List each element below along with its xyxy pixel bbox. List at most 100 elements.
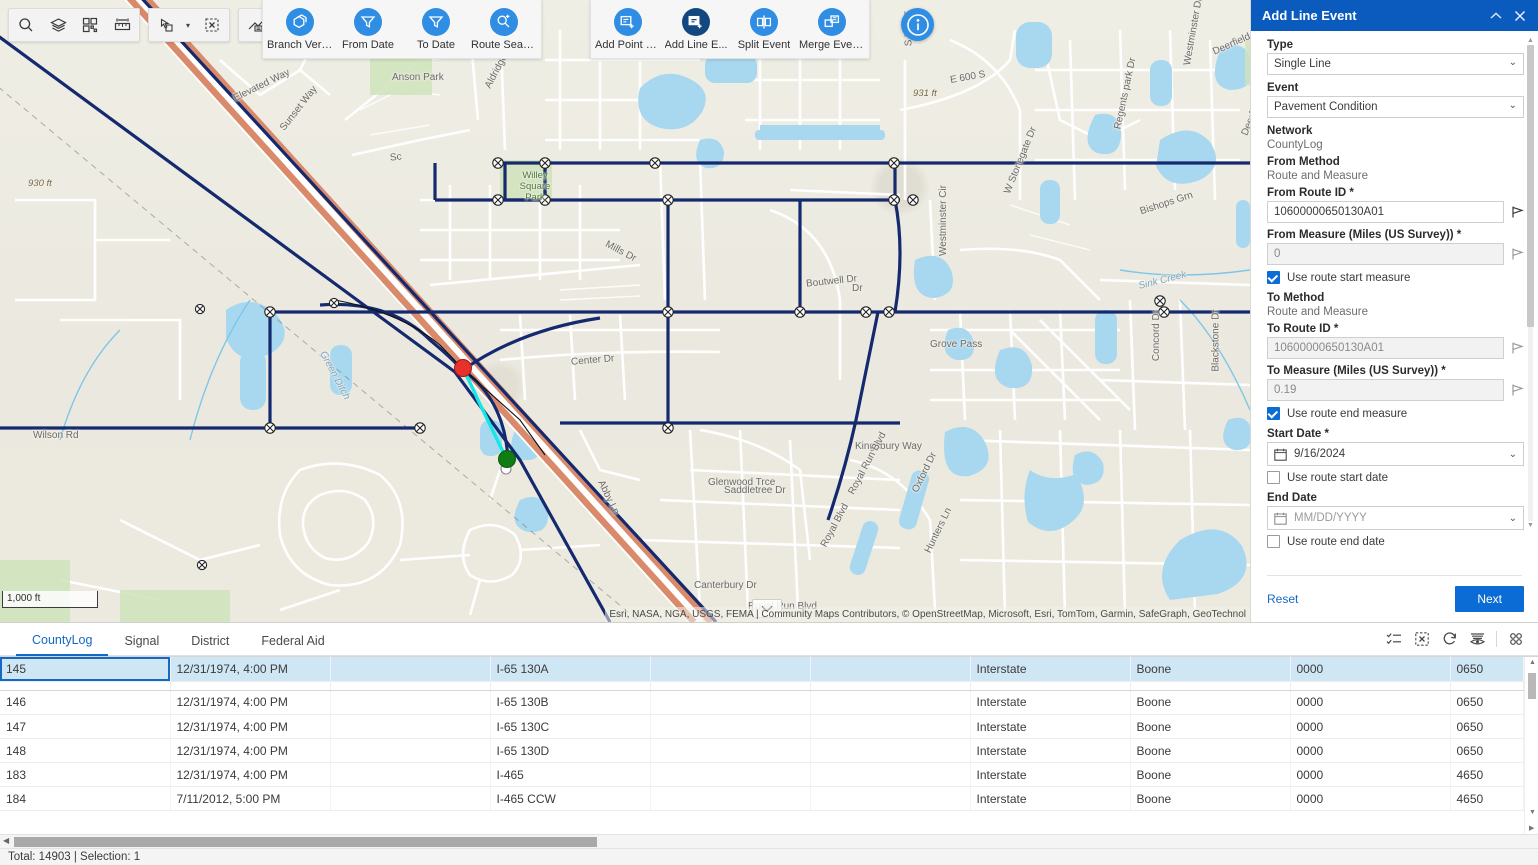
table-cell[interactable]: Interstate xyxy=(970,786,1131,811)
reset-button[interactable]: Reset xyxy=(1267,592,1299,606)
ribbon-item-to-date[interactable]: To Date xyxy=(403,6,469,54)
table-cell[interactable]: Boone xyxy=(1130,762,1291,787)
ribbon-item-from-date[interactable]: From Date xyxy=(335,6,401,54)
to-measure-input[interactable] xyxy=(1267,379,1504,401)
table-row[interactable]: 147 12/31/1974, 4:00 PM I-65 130C Interstat… xyxy=(0,714,1524,739)
table-cell[interactable] xyxy=(650,786,811,811)
event-select[interactable] xyxy=(1267,96,1524,118)
table-cell[interactable]: 148 xyxy=(0,738,171,763)
table-cell[interactable]: I-65 130D xyxy=(490,738,651,763)
table-cell[interactable]: 184 xyxy=(0,786,171,811)
table-cell[interactable] xyxy=(650,690,811,715)
table-cell[interactable]: Boone xyxy=(1130,714,1291,739)
table-cell[interactable] xyxy=(330,786,491,811)
start-date-row[interactable]: 9/16/2024 ⌄ xyxy=(1267,442,1524,466)
from-route-id-row[interactable] xyxy=(1267,201,1524,223)
table-cell[interactable] xyxy=(330,690,491,715)
table-cell[interactable] xyxy=(650,762,811,787)
table-cell[interactable]: Boone xyxy=(1130,690,1291,715)
table-cell[interactable] xyxy=(810,786,971,811)
close-icon[interactable] xyxy=(1508,4,1532,28)
table-row[interactable]: 145 12/31/1974, 4:00 PM I-65 130A Interstat… xyxy=(0,657,1538,834)
table-cell[interactable]: Interstate xyxy=(970,657,1131,682)
tab-countylog[interactable]: CountyLog xyxy=(16,633,109,656)
table-cell[interactable]: Boone xyxy=(1130,786,1291,811)
table-cell[interactable]: I-65 130C xyxy=(490,714,651,739)
table-cell[interactable]: 147 xyxy=(0,714,171,739)
scroll-up-arrow[interactable]: ▲ xyxy=(1527,37,1534,44)
table-cell[interactable] xyxy=(810,738,971,763)
table-row[interactable]: 183 12/31/1974, 4:00 PM I-465 Interstate Boo… xyxy=(0,762,1524,787)
select-tool[interactable]: ▾ xyxy=(151,11,195,39)
table-cell[interactable]: 4650 xyxy=(1450,786,1524,811)
panel-scrollbar-thumb[interactable] xyxy=(1527,45,1534,327)
pick-measure-icon[interactable] xyxy=(1510,246,1524,262)
table-cell[interactable]: 12/31/1974, 4:00 PM xyxy=(170,738,331,763)
ribbon-item-split-event[interactable]: Split Event xyxy=(731,6,797,54)
search-icon[interactable] xyxy=(11,11,41,39)
table-cell[interactable] xyxy=(330,762,491,787)
panel-body[interactable]: Type ⌄ Event ⌄ Network CountyLog From Me… xyxy=(1251,31,1538,569)
table-cell[interactable] xyxy=(810,657,971,682)
table-cell[interactable]: 12/31/1974, 4:00 PM xyxy=(170,762,331,787)
table-cell[interactable]: 0650 xyxy=(1450,714,1524,739)
info-icon[interactable] xyxy=(901,8,934,41)
grid-hscroll-thumb[interactable] xyxy=(14,837,597,847)
from-measure-input[interactable] xyxy=(1267,243,1504,265)
from-measure-row[interactable] xyxy=(1267,243,1524,265)
table-row[interactable]: 148 12/31/1974, 4:00 PM I-65 130D Interstat… xyxy=(0,738,1524,763)
grid-vscroll-thumb[interactable] xyxy=(1528,673,1536,699)
visibility-icon[interactable] xyxy=(1465,627,1490,651)
to-route-id-input[interactable] xyxy=(1267,337,1504,359)
table-cell[interactable] xyxy=(650,714,811,739)
to-measure-row[interactable] xyxy=(1267,379,1524,401)
next-button[interactable]: Next xyxy=(1455,586,1524,612)
use-route-end-date-checkbox[interactable] xyxy=(1267,535,1280,548)
map-canvas[interactable]: Elevated Way Sunset Way Anson Park Aldridge… xyxy=(0,0,1250,622)
table-cell[interactable] xyxy=(650,738,811,763)
type-select-row[interactable]: ⌄ xyxy=(1267,53,1524,75)
tab-district[interactable]: District xyxy=(191,634,230,648)
table-cell[interactable]: 0000 xyxy=(1290,786,1451,811)
ribbon-item-merge-events[interactable]: Merge Events xyxy=(799,6,865,54)
table-cell[interactable]: Interstate xyxy=(970,690,1131,715)
table-cell[interactable]: 12/31/1974, 4:00 PM xyxy=(170,690,331,715)
table-cell[interactable]: 4650 xyxy=(1450,762,1524,787)
table-cell[interactable]: I-465 CCW xyxy=(490,786,651,811)
grid-icon[interactable] xyxy=(75,11,105,39)
tab-federal-aid[interactable]: Federal Aid xyxy=(261,634,325,648)
table-cell[interactable]: I-65 130A xyxy=(490,657,651,682)
end-date-row[interactable]: MM/DD/YYYY ⌄ xyxy=(1267,506,1524,530)
table-cell[interactable]: 0000 xyxy=(1290,690,1451,715)
table-cell[interactable] xyxy=(330,657,491,682)
chevron-down-icon[interactable]: ⌄ xyxy=(1508,448,1517,460)
table-cell[interactable] xyxy=(650,657,811,682)
table-cell[interactable]: 12/31/1974, 4:00 PM xyxy=(170,657,331,682)
panel-scrollbar[interactable]: ▲ ▼ xyxy=(1526,37,1535,529)
table-cell[interactable]: 183 xyxy=(0,762,171,787)
attribute-grid[interactable]: OBJECTID⇕···From Date⇕···To Date⇕···Rout… xyxy=(0,656,1538,834)
scroll-right-arrow[interactable]: ▶ xyxy=(1529,825,1535,832)
table-cell[interactable]: 7/11/2012, 5:00 PM xyxy=(170,786,331,811)
refresh-icon[interactable] xyxy=(1437,627,1462,651)
table-cell[interactable]: 12/31/1974, 4:00 PM xyxy=(170,714,331,739)
table-cell[interactable]: 0000 xyxy=(1290,738,1451,763)
select-icon[interactable] xyxy=(151,11,181,39)
scroll-up-arrow[interactable]: ▲ xyxy=(1529,659,1536,666)
table-cell[interactable]: 145 xyxy=(0,657,171,682)
table-cell[interactable]: Interstate xyxy=(970,714,1131,739)
table-cell[interactable]: Interstate xyxy=(970,762,1131,787)
clear-selection-icon[interactable] xyxy=(1409,627,1434,651)
grid-horizontal-scrollbar[interactable]: ◀ xyxy=(0,834,1538,848)
pick-measure-icon[interactable] xyxy=(1510,382,1524,398)
table-cell[interactable]: Boone xyxy=(1130,738,1291,763)
chevron-up-icon[interactable] xyxy=(1484,4,1508,28)
table-cell[interactable]: 0000 xyxy=(1290,714,1451,739)
use-route-start-measure-checkbox[interactable] xyxy=(1267,271,1280,284)
use-route-end-date-row[interactable]: Use route end date xyxy=(1267,535,1524,548)
from-route-id-input[interactable] xyxy=(1267,201,1504,223)
fields-icon[interactable] xyxy=(1503,627,1528,651)
ribbon-item-route-search[interactable]: Route Search xyxy=(471,6,537,54)
scroll-down-arrow[interactable]: ▼ xyxy=(1529,809,1536,816)
table-row[interactable]: 184 7/11/2012, 5:00 PM I-465 CCW Interstate… xyxy=(0,786,1524,811)
